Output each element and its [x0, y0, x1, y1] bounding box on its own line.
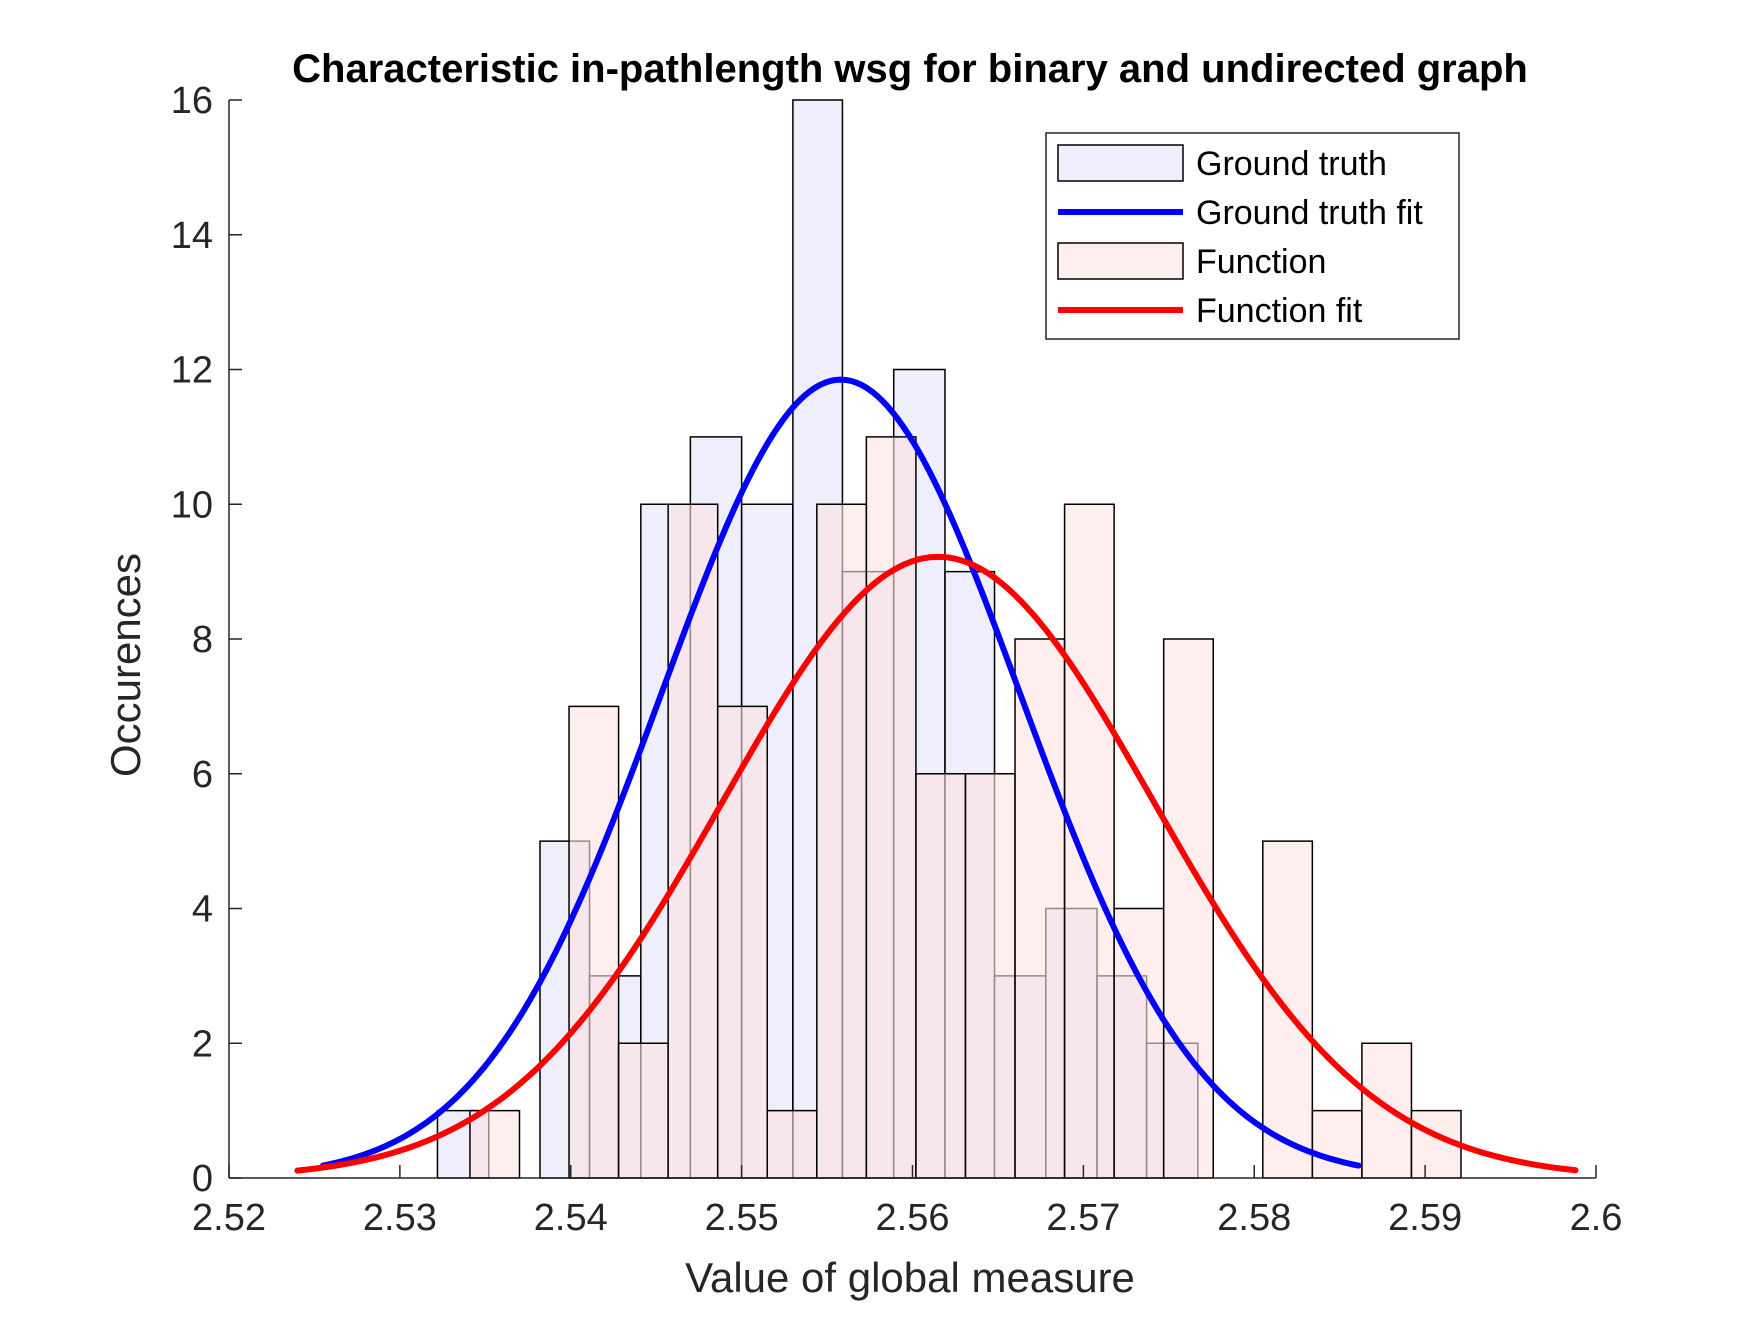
fit-curve-3	[294, 553, 1579, 1174]
histogram-bar-2-5	[766, 1109, 818, 1179]
y-tick-label: 0	[192, 1158, 213, 1200]
x-tick-label: 2.6	[1570, 1197, 1623, 1239]
y-tick-label: 6	[192, 754, 213, 796]
y-tick-label: 4	[192, 889, 213, 931]
y-tick-label: 12	[171, 350, 213, 392]
histogram-bar-2-0	[469, 1109, 521, 1179]
x-tick-label: 2.58	[1217, 1197, 1291, 1239]
x-tick-label: 2.57	[1046, 1197, 1120, 1239]
histogram-bar-2-4	[716, 705, 769, 1179]
legend-swatch-2	[1057, 242, 1184, 280]
legend-label-1: Ground truth fit	[1196, 194, 1423, 232]
axes-layer: 2.52 2.53 2.54 2.55 2.56 2.57 2.58 2.59 2.6 0 2 4 6 8…	[171, 80, 1623, 1239]
legend-label-2: Function	[1196, 243, 1326, 281]
legend: Ground truth Ground truth fit Function Func…	[1045, 132, 1460, 340]
x-axis-title: Value of global measure	[685, 1254, 1135, 1301]
histogram-bar-2-2	[617, 1042, 669, 1179]
histogram-bar-2-6	[816, 503, 868, 1179]
histogram-bar-2-9	[964, 773, 1016, 1179]
chart-title: Characteristic in-pathlength wsg for bin…	[292, 47, 1528, 91]
y-tick-label: 2	[192, 1023, 213, 1065]
y-axis-title: Occurences	[102, 553, 149, 777]
histogram-bar-2-1	[568, 705, 620, 1179]
x-tick-label: 2.56	[876, 1197, 950, 1239]
bars-layer	[436, 99, 1462, 1179]
y-tick-label: 16	[171, 80, 213, 122]
x-tick-label: 2.53	[363, 1197, 437, 1239]
histogram-bar-2-7	[865, 436, 917, 1179]
histogram-bar-2-8	[915, 773, 967, 1179]
x-tick-label: 2.59	[1388, 1197, 1462, 1239]
fit-curve-1	[319, 376, 1362, 1169]
histogram-bar-2-11	[1063, 503, 1115, 1179]
x-tick-label: 2.55	[705, 1197, 779, 1239]
histogram-bar-2-15	[1311, 1109, 1363, 1179]
y-tick-label: 8	[192, 619, 213, 661]
histogram-bar-2-10	[1014, 638, 1066, 1179]
y-tick-label: 14	[171, 215, 213, 257]
x-tick-label: 2.52	[192, 1197, 266, 1239]
x-tick-label: 2.54	[534, 1197, 608, 1239]
legend-label-0: Ground truth	[1196, 145, 1387, 183]
y-tick-label: 10	[171, 484, 213, 526]
fit-curves-layer	[294, 376, 1579, 1174]
legend-label-3: Function fit	[1196, 292, 1363, 330]
histogram-bar-2-13	[1162, 638, 1214, 1179]
legend-swatch-0	[1057, 144, 1184, 182]
